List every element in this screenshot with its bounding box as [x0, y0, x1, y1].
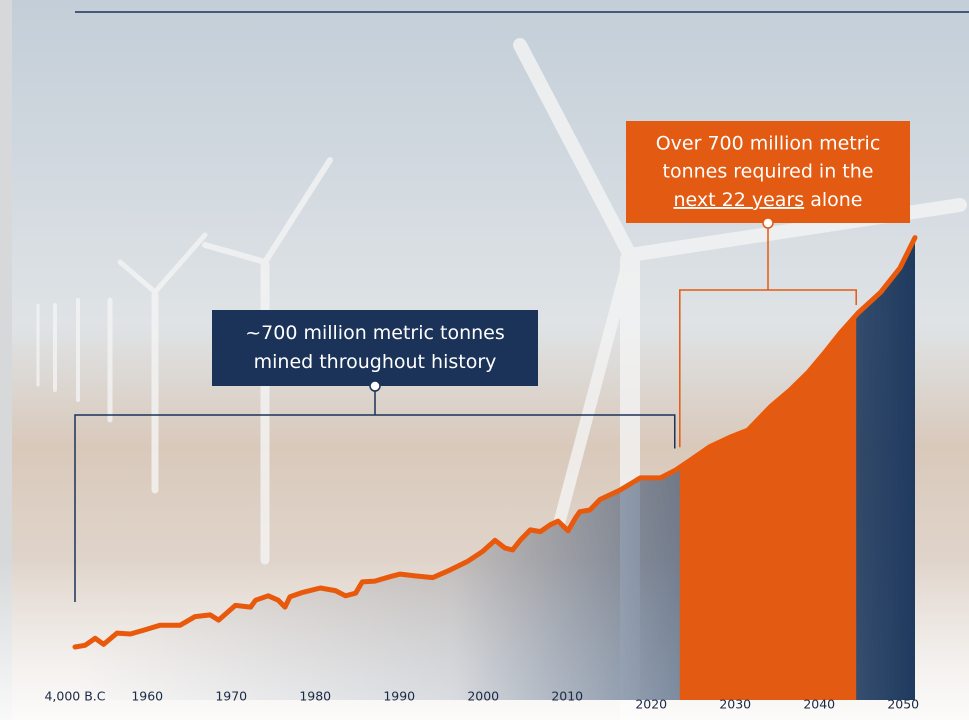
x-tick-label: 2050 [887, 697, 919, 712]
x-tick-label: 2040 [803, 697, 835, 712]
x-tick-label: 1970 [215, 689, 247, 704]
x-tick-label: 1990 [383, 689, 415, 704]
x-tick-label: 1960 [131, 689, 163, 704]
x-tick-label: 2030 [719, 697, 751, 712]
chart: 4,000 B.C 1960 1970 1980 1990 2000 2010 2020 203… [0, 0, 969, 720]
page: {"chart_data": { "type": "line", "x_star… [0, 0, 969, 720]
callout-pin [370, 381, 380, 391]
x-tick-label: 4,000 B.C [44, 689, 105, 704]
callout-text: mined throughout history [254, 351, 497, 373]
callout-underlined: next 22 years [674, 189, 805, 211]
callout-text: next 22 years alone [674, 189, 863, 211]
x-tick-label: 2010 [551, 689, 583, 704]
x-tick-label: 1980 [299, 689, 331, 704]
x-tick-label: 2020 [635, 697, 667, 712]
callout-text: tonnes required in the [663, 161, 874, 183]
callout-text: Over 700 million metric [656, 133, 881, 155]
callout-text: ~700 million metric tonnes [245, 322, 505, 344]
x-tick-label: 2000 [467, 689, 499, 704]
callout-text-rest: alone [810, 189, 862, 211]
callout-pin [763, 218, 773, 228]
